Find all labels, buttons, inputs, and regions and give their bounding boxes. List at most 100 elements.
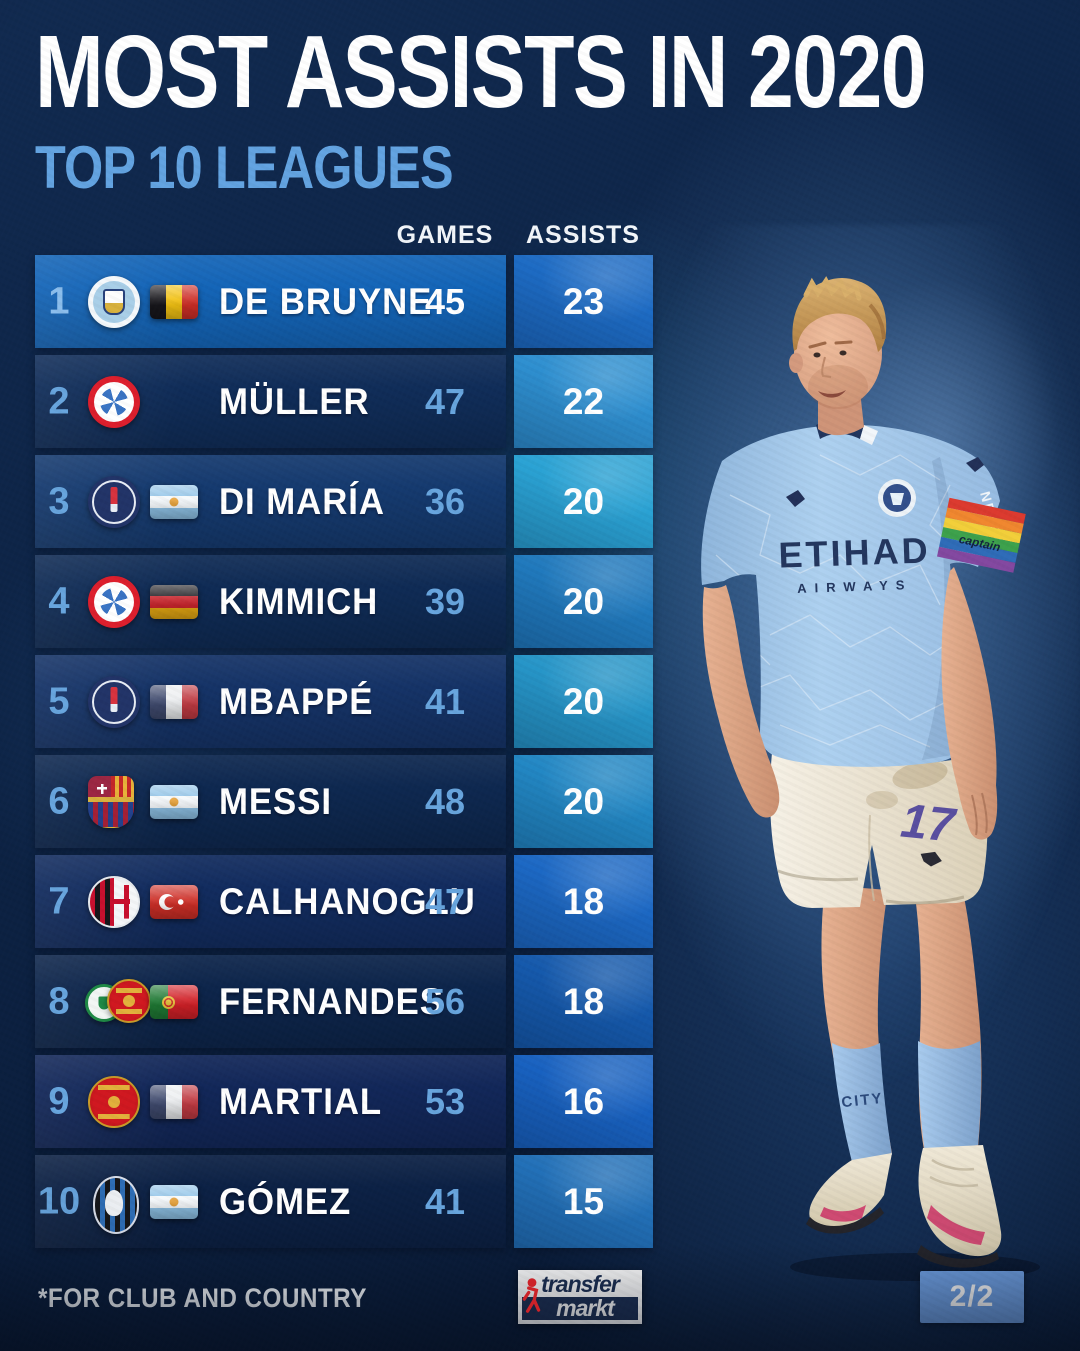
footnote: *FOR CLUB AND COUNTRY bbox=[38, 1283, 367, 1313]
assists-value: 20 bbox=[562, 780, 605, 822]
player-name: KIMMICH bbox=[219, 580, 379, 622]
player-front-leg bbox=[915, 895, 1002, 1268]
crest-psg-icon bbox=[88, 675, 140, 728]
assists-value: 16 bbox=[562, 1080, 605, 1122]
flag-argentina-icon bbox=[150, 784, 198, 819]
flag-argentina-icon bbox=[150, 1184, 198, 1219]
table-row: 8 FERNANDES 56 18 bbox=[35, 955, 655, 1048]
player-back-leg: CITY bbox=[806, 885, 892, 1234]
assists-value: 23 bbox=[562, 280, 605, 322]
page-subtitle: TOP 10 LEAGUES bbox=[35, 134, 454, 201]
player-head bbox=[789, 276, 887, 436]
transfermarkt-logo: transfer markt bbox=[518, 1270, 642, 1324]
games-value: 47 bbox=[424, 380, 466, 422]
rank-label: 9 bbox=[48, 1080, 70, 1122]
assists-value: 15 bbox=[562, 1180, 605, 1222]
shorts-number: 17 bbox=[898, 794, 959, 853]
page-indicator-badge: 2/2 bbox=[920, 1271, 1024, 1323]
crest-atalanta-icon bbox=[93, 1175, 139, 1234]
assists-cell: 23 bbox=[514, 255, 653, 348]
games-value: 48 bbox=[424, 780, 466, 822]
row-band: 3 DI MARÍA 36 bbox=[35, 455, 506, 548]
table-row: 10 GÓMEZ 41 15 bbox=[35, 1155, 655, 1248]
crest-ac-milan-icon bbox=[88, 875, 140, 928]
flag-france-icon bbox=[150, 684, 198, 719]
assists-value: 18 bbox=[562, 880, 605, 922]
assists-cell: 15 bbox=[514, 1155, 653, 1248]
page-title: MOST ASSISTS IN 2020 bbox=[35, 14, 927, 129]
games-value: 53 bbox=[424, 1080, 466, 1122]
rank-label: 6 bbox=[48, 780, 70, 822]
table-row: 9 MARTIAL 53 16 bbox=[35, 1055, 655, 1148]
rank-label: 4 bbox=[48, 580, 70, 622]
rank-label: 1 bbox=[48, 280, 70, 322]
rank-label: 7 bbox=[48, 880, 70, 922]
games-value: 45 bbox=[424, 280, 466, 322]
table-row: 4 KIMMICH 39 20 bbox=[35, 555, 655, 648]
assists-cell: 20 bbox=[514, 555, 653, 648]
assists-value: 18 bbox=[562, 980, 605, 1022]
crest-manchester-city-icon bbox=[88, 275, 140, 328]
row-band: 8 FERNANDES 56 bbox=[35, 955, 506, 1048]
crest-barcelona-icon bbox=[88, 775, 134, 828]
table-row: 1 DE BRUYNE 45 23 bbox=[35, 255, 655, 348]
crest-manchester-united-icon bbox=[88, 1075, 140, 1128]
row-band: 1 DE BRUYNE 45 bbox=[35, 255, 506, 348]
flag-turkey-icon bbox=[150, 884, 198, 919]
table-row: 2 MÜLLER 47 22 bbox=[35, 355, 655, 448]
player-name: MESSI bbox=[219, 780, 332, 822]
rank-label: 2 bbox=[48, 380, 70, 422]
assists-cell: 18 bbox=[514, 855, 653, 948]
column-header-assists: ASSISTS bbox=[526, 221, 640, 249]
table-row: 3 DI MARÍA 36 20 bbox=[35, 455, 655, 548]
column-header-games: GAMES bbox=[396, 221, 494, 249]
rank-label: 8 bbox=[48, 980, 70, 1022]
games-value: 47 bbox=[424, 880, 466, 922]
row-band: 4 KIMMICH 39 bbox=[35, 555, 506, 648]
row-band: 2 MÜLLER 47 bbox=[35, 355, 506, 448]
rank-label: 5 bbox=[48, 680, 70, 722]
games-value: 41 bbox=[424, 1180, 466, 1222]
assists-value: 20 bbox=[562, 480, 605, 522]
row-band: 6 MESSI 48 bbox=[35, 755, 506, 848]
assists-cell: 20 bbox=[514, 455, 653, 548]
crest-manchester-united-icon bbox=[107, 978, 151, 1023]
crest-bayern-munich-icon bbox=[88, 375, 140, 428]
rank-label: 10 bbox=[37, 1180, 81, 1222]
row-band: 10 GÓMEZ 41 bbox=[35, 1155, 506, 1248]
flag-france-icon bbox=[150, 1084, 198, 1119]
assists-cell: 22 bbox=[514, 355, 653, 448]
player-photo: CITY 17 bbox=[701, 276, 1040, 1281]
games-value: 36 bbox=[424, 480, 466, 522]
assists-cell: 20 bbox=[514, 655, 653, 748]
games-value: 39 bbox=[424, 580, 466, 622]
player-name: MÜLLER bbox=[219, 380, 370, 422]
row-band: 7 CALHANOGLU 47 bbox=[35, 855, 506, 948]
table-row: 7 CALHANOGLU 47 18 bbox=[35, 855, 655, 948]
games-value: 41 bbox=[424, 680, 466, 722]
assists-cell: 20 bbox=[514, 755, 653, 848]
crest-psg-icon bbox=[88, 475, 140, 528]
table-row: 6 MESSI 48 20 bbox=[35, 755, 655, 848]
assists-cell: 18 bbox=[514, 955, 653, 1048]
transfermarkt-player-icon bbox=[522, 1278, 541, 1313]
assists-cell: 16 bbox=[514, 1055, 653, 1148]
flag-germany-icon bbox=[150, 584, 198, 619]
row-band: 9 MARTIAL 53 bbox=[35, 1055, 506, 1148]
assists-value: 22 bbox=[562, 380, 605, 422]
player-name: MBAPPÉ bbox=[219, 680, 374, 722]
table-row: 5 MBAPPÉ 41 20 bbox=[35, 655, 655, 748]
assists-value: 20 bbox=[562, 680, 605, 722]
jersey-sponsor: ETIHAD bbox=[778, 529, 931, 575]
assists-value: 20 bbox=[562, 580, 605, 622]
flag-portugal-icon bbox=[150, 984, 198, 1019]
games-value: 56 bbox=[424, 980, 466, 1022]
row-band: 5 MBAPPÉ 41 bbox=[35, 655, 506, 748]
player-name: MARTIAL bbox=[219, 1080, 383, 1122]
player-name: GÓMEZ bbox=[219, 1180, 352, 1222]
flag-belgium-icon bbox=[150, 284, 198, 319]
crest-bayern-munich-icon bbox=[88, 575, 140, 628]
player-name: DI MARÍA bbox=[219, 480, 385, 522]
flag-argentina-icon bbox=[150, 484, 198, 519]
